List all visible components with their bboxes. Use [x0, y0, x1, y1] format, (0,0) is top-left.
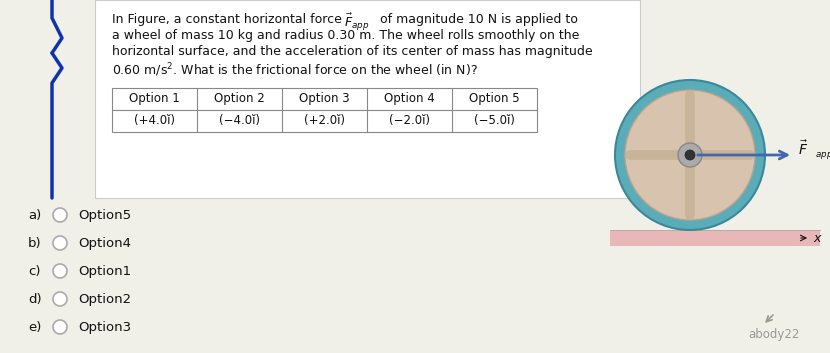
Circle shape [615, 80, 765, 230]
Text: Option 5: Option 5 [469, 92, 520, 105]
Text: of magnitude 10 N is applied to: of magnitude 10 N is applied to [376, 13, 578, 26]
Text: Option 4: Option 4 [384, 92, 435, 105]
Text: (+2.0ĭ): (+2.0ĭ) [304, 114, 345, 127]
Circle shape [53, 292, 67, 306]
Text: a): a) [28, 209, 42, 221]
Circle shape [53, 264, 67, 278]
Text: (−5.0ĭ): (−5.0ĭ) [474, 114, 515, 127]
Text: In Figure, a constant horizontal force: In Figure, a constant horizontal force [112, 13, 346, 26]
Text: Option 2: Option 2 [214, 92, 265, 105]
Text: Option 3: Option 3 [299, 92, 349, 105]
Text: 0.60 m/s$^2$. What is the frictional force on the wheel (in N)?: 0.60 m/s$^2$. What is the frictional for… [112, 61, 478, 79]
Text: a wheel of mass 10 kg and radius 0.30 m. The wheel rolls smoothly on the: a wheel of mass 10 kg and radius 0.30 m.… [112, 29, 579, 42]
Text: Option1: Option1 [78, 264, 131, 277]
Text: horizontal surface, and the acceleration of its center of mass has magnitude: horizontal surface, and the acceleration… [112, 45, 593, 58]
Circle shape [53, 208, 67, 222]
Text: (−4.0ĭ): (−4.0ĭ) [219, 114, 260, 127]
Text: c): c) [28, 264, 41, 277]
Text: e): e) [28, 321, 42, 334]
Text: (+4.0ĭ): (+4.0ĭ) [134, 114, 175, 127]
Circle shape [625, 90, 755, 220]
Text: Option 1: Option 1 [129, 92, 180, 105]
Text: Option2: Option2 [78, 293, 131, 305]
Text: x: x [813, 232, 820, 245]
Bar [95, 0, 640, 198]
Text: Option4: Option4 [78, 237, 131, 250]
Text: $\vec{F}_{app}$: $\vec{F}_{app}$ [344, 12, 369, 33]
Circle shape [53, 320, 67, 334]
Bar [112, 88, 537, 132]
Bar [610, 230, 820, 246]
Text: Option5: Option5 [78, 209, 131, 221]
Text: abody22: abody22 [749, 328, 800, 341]
Text: $_{app}$: $_{app}$ [815, 149, 830, 162]
Circle shape [685, 150, 695, 160]
Text: b): b) [28, 237, 42, 250]
Circle shape [678, 143, 702, 167]
Text: $\vec{F}$: $\vec{F}$ [798, 140, 808, 158]
Text: d): d) [28, 293, 42, 305]
Text: Option3: Option3 [78, 321, 131, 334]
Text: (−2.0ĭ): (−2.0ĭ) [389, 114, 430, 127]
Circle shape [53, 236, 67, 250]
